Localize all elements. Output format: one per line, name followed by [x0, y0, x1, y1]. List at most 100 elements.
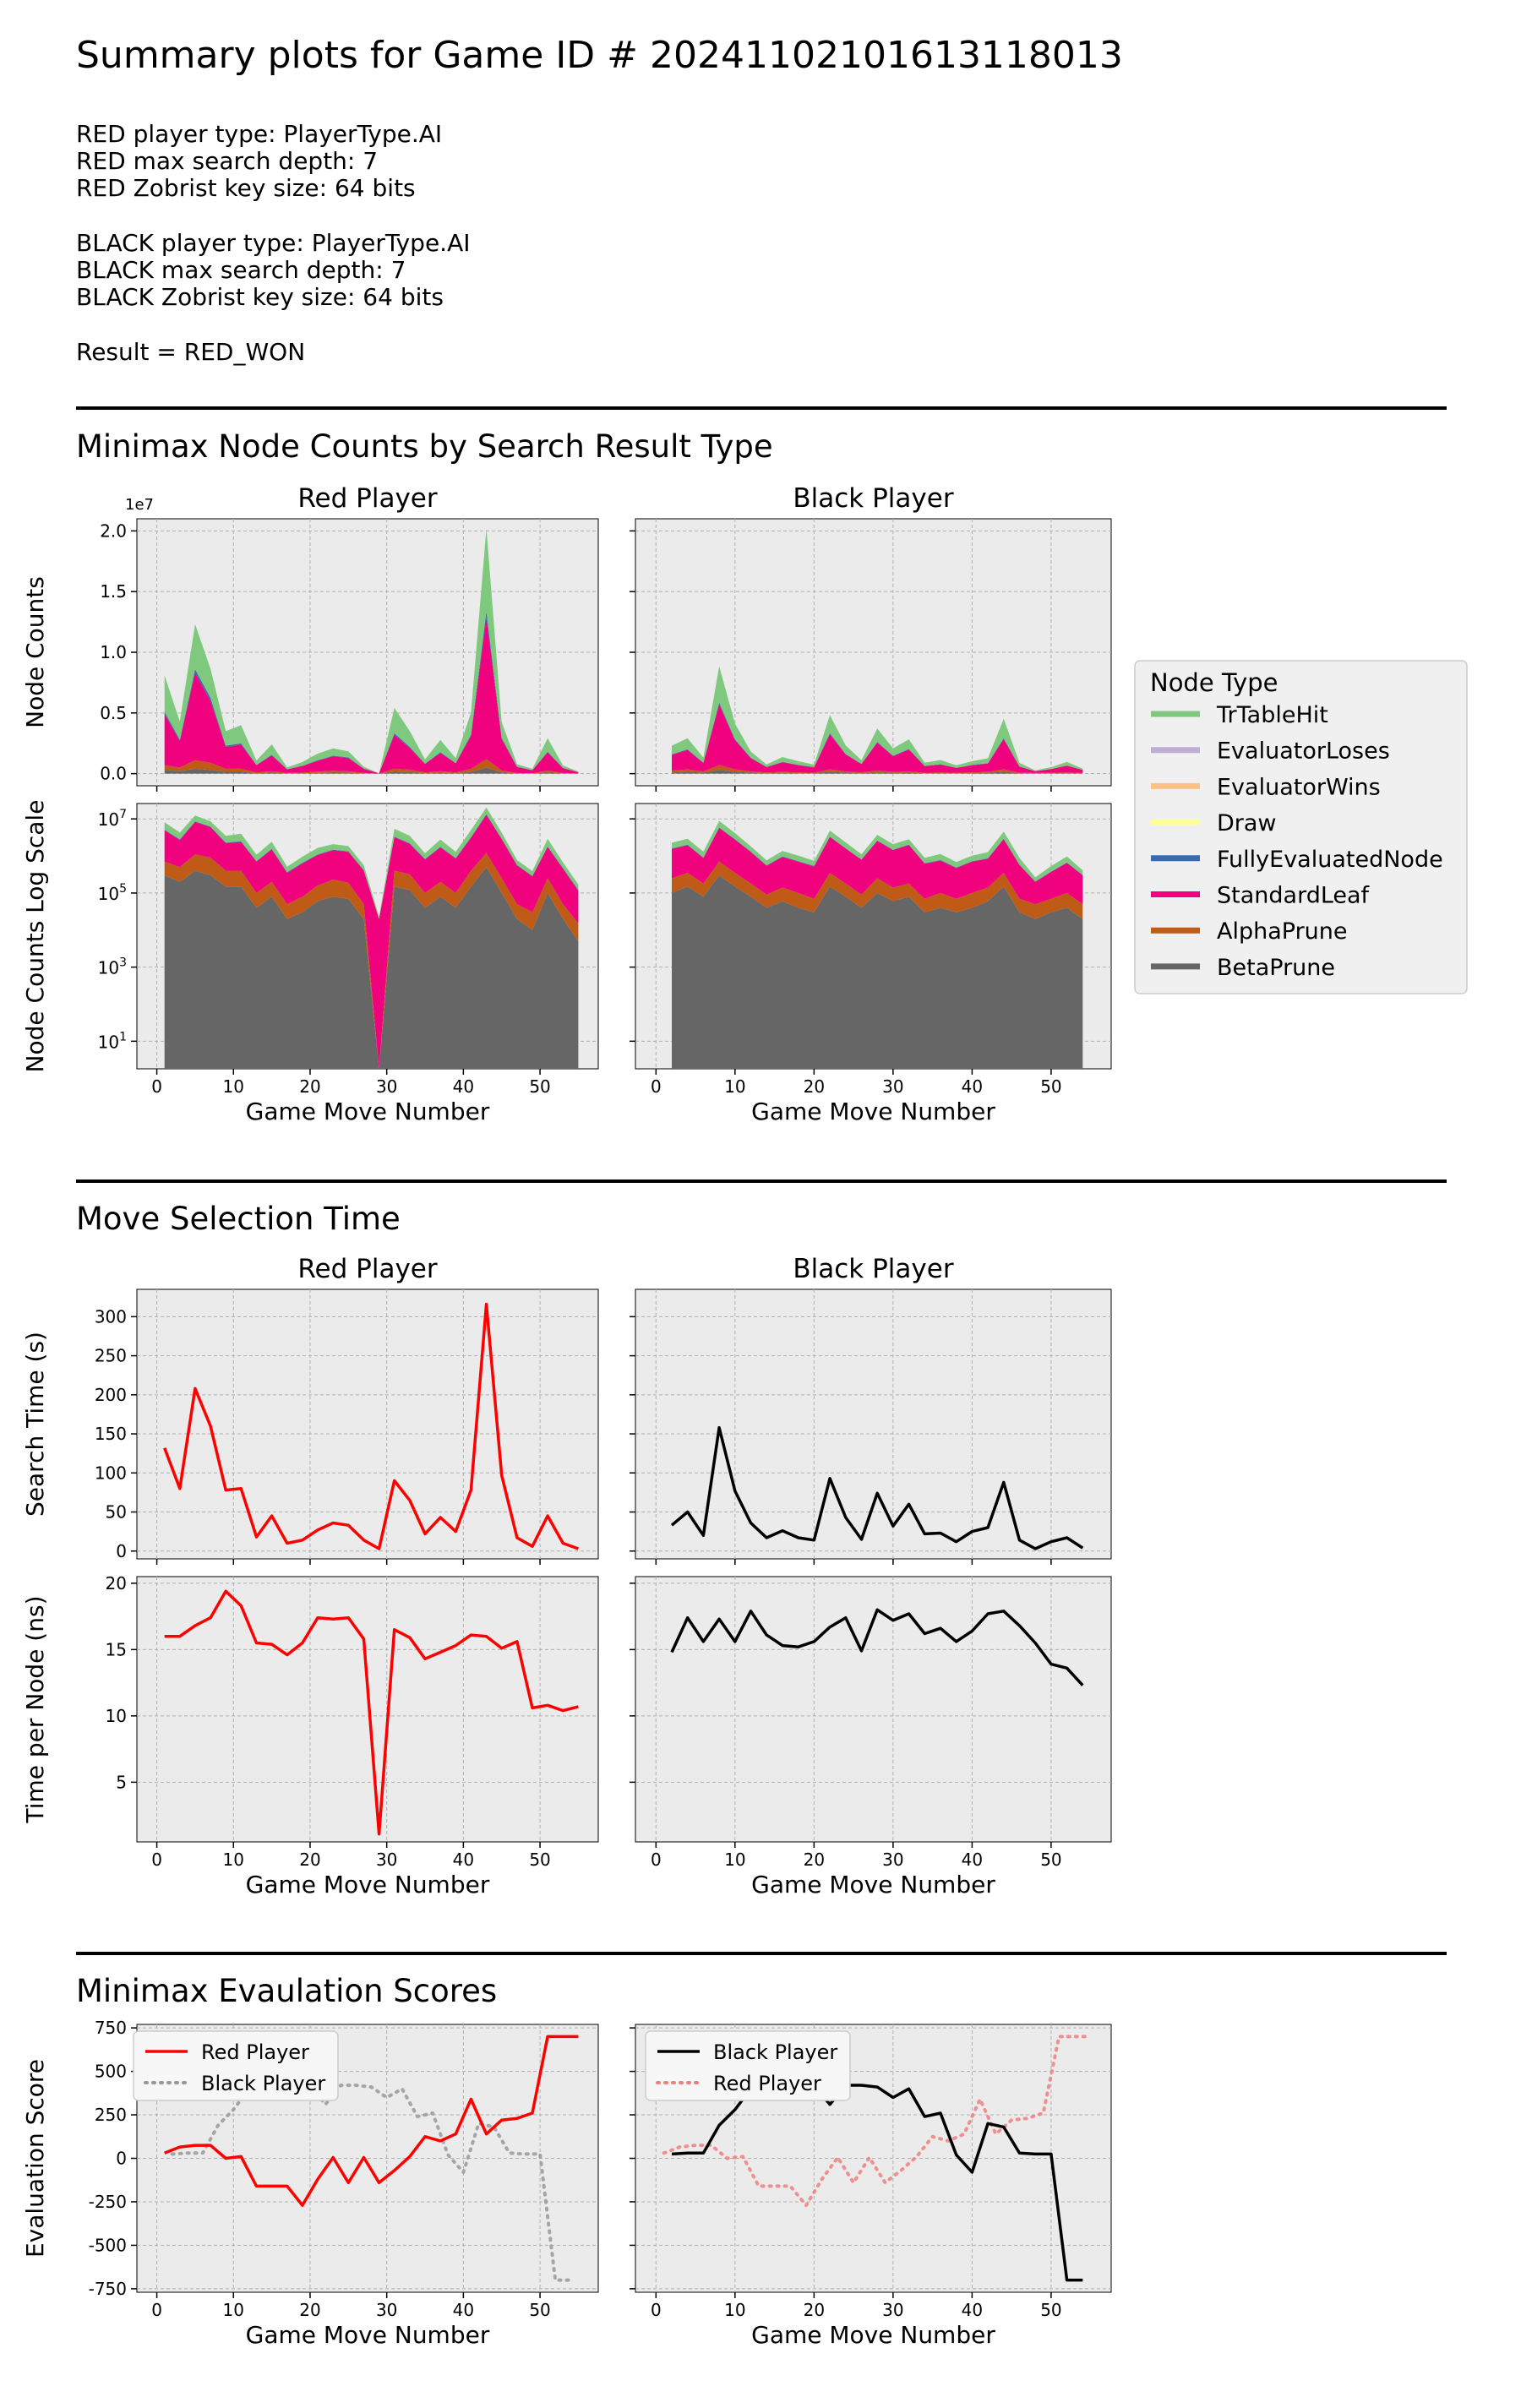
section-divider	[76, 1179, 1447, 1183]
area-AlphaPrune	[672, 861, 1083, 919]
x-tick-label: 10	[223, 1076, 244, 1097]
red-player-type: RED player type: PlayerType.AI	[76, 120, 443, 148]
x-axis-label: Game Move Number	[751, 1871, 995, 1899]
x-tick-label: 10	[223, 1850, 244, 1870]
area-BetaPrune	[164, 867, 579, 1069]
panel-title-red-node: Red Player	[297, 483, 437, 514]
x-axis-label: Game Move Number	[246, 1871, 490, 1899]
section-divider	[76, 406, 1447, 410]
x-tick-label: 20	[299, 1850, 320, 1870]
legend-label-AlphaPrune: AlphaPrune	[1217, 918, 1348, 945]
red-zobrist-size: RED Zobrist key size: 64 bits	[76, 174, 416, 202]
y-tick-label: -500	[89, 2235, 127, 2255]
x-tick-label: 0	[651, 1850, 662, 1870]
black-player-type: BLACK player type: PlayerType.AI	[76, 229, 471, 257]
x-tick-label: 40	[962, 2300, 983, 2320]
x-tick-label: 40	[962, 1076, 983, 1097]
tpn-black-panel: 0 10 20 30 40 50 Game Move Number	[630, 1576, 1112, 1899]
y-tick-label: 200	[95, 1385, 127, 1405]
plot-area	[635, 1288, 1112, 1560]
x-tick-label: 20	[804, 2300, 825, 2320]
x-tick-label: 50	[529, 2300, 550, 2320]
eval-legend-red: Red Player Black Player	[133, 2030, 339, 2101]
y-tick-label: 2.0	[100, 520, 127, 541]
x-tick-label: 0	[651, 1076, 662, 1097]
plot-area	[136, 1576, 599, 1843]
st-red-panel: 0 50 100 150 200 250 300	[95, 1288, 599, 1565]
st-black-panel	[630, 1288, 1112, 1565]
x-tick-label: 30	[376, 2300, 397, 2320]
section-divider	[76, 1952, 1447, 1955]
area-StandardLeaf	[672, 704, 1083, 773]
legend-label-StandardLeaf: StandardLeaf	[1217, 883, 1371, 909]
black-series-line	[671, 2084, 1083, 2282]
y-tick-label: 750	[95, 2018, 127, 2038]
y-tick-label: 101	[98, 1030, 127, 1052]
eval-legend-black: Black Player Red Player	[645, 2030, 851, 2101]
area-AlphaPrune	[672, 765, 1083, 774]
red-series-line-dotted	[662, 2035, 1093, 2208]
x-tick-label: 50	[1040, 1850, 1061, 1870]
x-axis-label: Game Move Number	[751, 1098, 995, 1125]
x-tick-label: 10	[724, 1850, 745, 1870]
legend-label-EvaluatorLoses: EvaluatorLoses	[1217, 738, 1390, 765]
black-series-line	[670, 1425, 1084, 1550]
legend-label: Black Player	[713, 2040, 837, 2064]
lin-black-panel	[630, 518, 1112, 792]
legend-label: Red Player	[713, 2072, 821, 2095]
x-axis-label: Game Move Number	[751, 2321, 995, 2349]
x-tick-label: 40	[962, 1850, 983, 1870]
x-tick-label: 10	[724, 2300, 745, 2320]
x-tick-label: 0	[151, 1076, 162, 1097]
section-title-node-counts: Minimax Node Counts by Search Result Typ…	[76, 428, 773, 465]
red-search-depth: RED max search depth: 7	[76, 147, 379, 175]
x-tick-label: 40	[453, 2300, 474, 2320]
legend-label-BetaPrune: BetaPrune	[1217, 955, 1335, 981]
section-title-move-time: Move Selection Time	[76, 1201, 401, 1237]
x-tick-label: 50	[529, 1076, 550, 1097]
log-black-panel: 0 10 20 30 40 50 Game Move Number	[630, 803, 1112, 1125]
lin-red-panel: 0.0 0.5 1.0 1.5 2.0	[100, 518, 599, 792]
legend-frame	[1134, 660, 1468, 994]
y-tick-label: 500	[95, 2062, 127, 2082]
y-axis-label-node-counts-log: Node Counts Log Scale	[21, 800, 49, 1073]
area-BetaPrune	[672, 770, 1083, 774]
x-tick-label: 0	[151, 2300, 162, 2320]
x-tick-label: 0	[651, 2300, 662, 2320]
area-AlphaPrune	[164, 759, 579, 774]
x-tick-label: 30	[376, 1076, 397, 1097]
y-tick-label: -750	[89, 2279, 127, 2299]
x-axis-label: Game Move Number	[246, 1098, 490, 1125]
node-type-legend: Node Type TrTableHit EvaluatorLoses Evaluat…	[1134, 660, 1468, 994]
y-tick-label: 103	[98, 956, 127, 978]
x-tick-label: 30	[376, 1850, 397, 1870]
legend-title: Node Type	[1150, 668, 1278, 697]
black-search-depth: BLACK max search depth: 7	[76, 256, 406, 284]
legend-label-Draw: Draw	[1217, 810, 1277, 836]
x-tick-label: 30	[882, 2300, 903, 2320]
area-BetaPrune	[164, 767, 579, 774]
y-tick-label: 1.5	[100, 581, 127, 602]
y-tick-label: 0.0	[100, 764, 127, 784]
y-tick-label: 0	[116, 2149, 127, 2169]
x-tick-label: 40	[453, 1076, 474, 1097]
y-axis-label-time-per-node: Time per Node (ns)	[21, 1596, 49, 1824]
y-axis-label-node-counts: Node Counts	[21, 576, 49, 728]
area-TrTableHit	[164, 528, 579, 774]
section-title-eval: Minimax Evaulation Scores	[76, 1973, 498, 2009]
y-tick-label: 105	[98, 882, 127, 904]
x-tick-label: 20	[804, 1076, 825, 1097]
y-tick-label: 0.5	[100, 703, 127, 723]
x-tick-label: 30	[882, 1076, 903, 1097]
log-red-panel: 0 10 20 30 40 50 101 103 105 107 Game Move Number	[98, 803, 599, 1125]
game-result: Result = RED_WON	[76, 338, 306, 366]
legend-label-TrTableHit: TrTableHit	[1216, 702, 1328, 728]
x-tick-label: 50	[529, 1850, 550, 1870]
x-tick-label: 20	[299, 1076, 320, 1097]
y-tick-label: 10	[106, 1706, 127, 1726]
black-series-line	[670, 1608, 1084, 1686]
red-series-line	[163, 1302, 579, 1550]
panel-title-black-time: Black Player	[793, 1254, 953, 1284]
